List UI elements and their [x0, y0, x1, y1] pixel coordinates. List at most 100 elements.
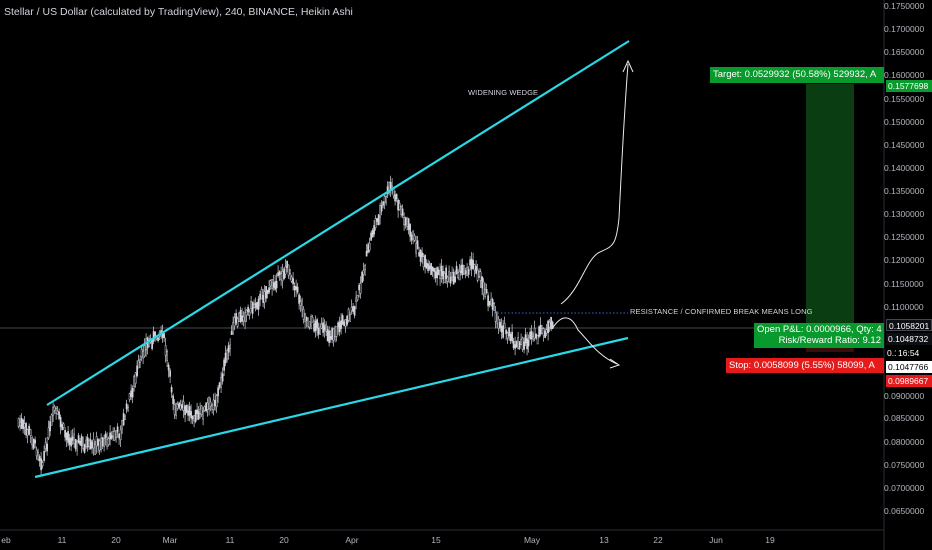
- candle-body: [340, 320, 342, 329]
- candle-body: [244, 312, 246, 322]
- candle-body: [74, 438, 77, 449]
- candle-body: [182, 401, 185, 411]
- candle-body: [38, 456, 41, 461]
- candle-body: [76, 440, 78, 451]
- candle-body: [52, 407, 54, 416]
- x-tick-label: 15: [431, 535, 441, 545]
- x-tick-label: 13: [599, 535, 609, 545]
- candle-body: [536, 335, 539, 345]
- stop-label[interactable]: Stop: 0.0058099 (5.55%) 58099, A: [726, 358, 884, 373]
- candle-body: [227, 345, 230, 353]
- candle-body: [356, 295, 359, 301]
- candle-body: [482, 281, 485, 295]
- y-tick-label: 0.1450000: [884, 140, 925, 150]
- candle-body: [167, 364, 170, 371]
- candle-body: [205, 402, 207, 412]
- candle-body: [491, 299, 494, 310]
- candle-body: [475, 266, 477, 274]
- candle-body: [541, 328, 543, 335]
- candle-body: [503, 323, 506, 329]
- current-price-tag: 0.1058201: [886, 319, 932, 331]
- candle-body: [479, 271, 482, 281]
- y-tick-label: 0.0800000: [884, 437, 925, 447]
- candle-body: [53, 406, 56, 411]
- candle-body: [95, 436, 98, 447]
- candle-body: [230, 331, 233, 335]
- candle-body: [281, 270, 284, 282]
- candle-body: [332, 328, 335, 341]
- candle-body: [539, 324, 542, 335]
- candle-body: [349, 314, 351, 322]
- candle-body: [235, 313, 237, 324]
- candle-body: [497, 318, 500, 329]
- candle-body: [221, 373, 224, 382]
- candle-body: [455, 266, 458, 275]
- candle-body: [542, 328, 545, 337]
- x-tick-label: 19: [765, 535, 775, 545]
- candle-body: [464, 270, 467, 275]
- candle-body: [311, 317, 314, 323]
- candle-body: [142, 350, 144, 359]
- candle-body: [460, 265, 462, 274]
- candle-body: [107, 438, 110, 445]
- candle-body: [194, 410, 197, 422]
- candle-body: [136, 365, 138, 377]
- candle-body: [319, 326, 321, 335]
- candle-body: [343, 321, 345, 327]
- candle-body: [379, 205, 381, 218]
- candle-body: [397, 199, 399, 211]
- candle-body: [197, 411, 200, 420]
- candle-body: [214, 399, 216, 406]
- y-tick-label: 0.1500000: [884, 117, 925, 127]
- candle-body: [490, 299, 492, 306]
- candle-body: [25, 423, 27, 436]
- y-tick-label: 0.1150000: [884, 279, 924, 289]
- candle-body: [326, 329, 329, 342]
- candle-body: [89, 439, 92, 450]
- candle-body: [119, 429, 122, 440]
- candle-body: [196, 409, 198, 415]
- target-label[interactable]: Target: 0.0529932 (50.58%) 529932, A: [710, 67, 884, 83]
- candle-body: [143, 345, 146, 357]
- projection-down-arrowhead: [609, 358, 621, 369]
- candle-body: [34, 439, 36, 444]
- candle-body: [94, 443, 96, 455]
- candle-body: [485, 289, 488, 294]
- candle-body: [209, 401, 212, 407]
- candle-body: [322, 322, 324, 333]
- candle-body: [122, 413, 125, 426]
- candle-body: [304, 313, 306, 322]
- candle-body: [31, 437, 33, 446]
- candle-body: [64, 429, 66, 438]
- candle-body: [103, 438, 105, 447]
- candle-body: [50, 414, 53, 426]
- candle-body: [242, 316, 245, 322]
- candle-body: [382, 201, 384, 206]
- candle-body: [433, 268, 435, 272]
- candle-body: [359, 283, 362, 294]
- candle-body: [538, 326, 540, 337]
- candle-body: [328, 330, 330, 343]
- candle-body: [47, 427, 50, 439]
- chart-title: Stellar / US Dollar (calculated by Tradi…: [4, 6, 353, 18]
- candle-body: [373, 225, 375, 235]
- candle-body: [358, 284, 360, 291]
- candle-body: [470, 258, 473, 270]
- candle-body: [437, 269, 440, 275]
- candle-body: [325, 323, 327, 332]
- open-pnl-label[interactable]: Open P&L: 0.0000966, Qty: 4 Risk/Reward …: [754, 323, 884, 348]
- candle-body: [331, 328, 333, 340]
- candle-body: [22, 419, 24, 430]
- candle-body: [200, 405, 203, 415]
- candle-body: [220, 377, 222, 388]
- y-tick-label: 0.1250000: [884, 232, 925, 242]
- candle-body: [139, 358, 141, 363]
- candle-body: [61, 424, 63, 431]
- candle-body: [523, 341, 525, 350]
- risk-reward-text: Risk/Reward Ratio: 9.12: [778, 335, 881, 346]
- candle-body: [173, 404, 176, 415]
- candle-body: [466, 267, 468, 277]
- candle-body: [157, 337, 159, 341]
- candle-body: [128, 393, 131, 400]
